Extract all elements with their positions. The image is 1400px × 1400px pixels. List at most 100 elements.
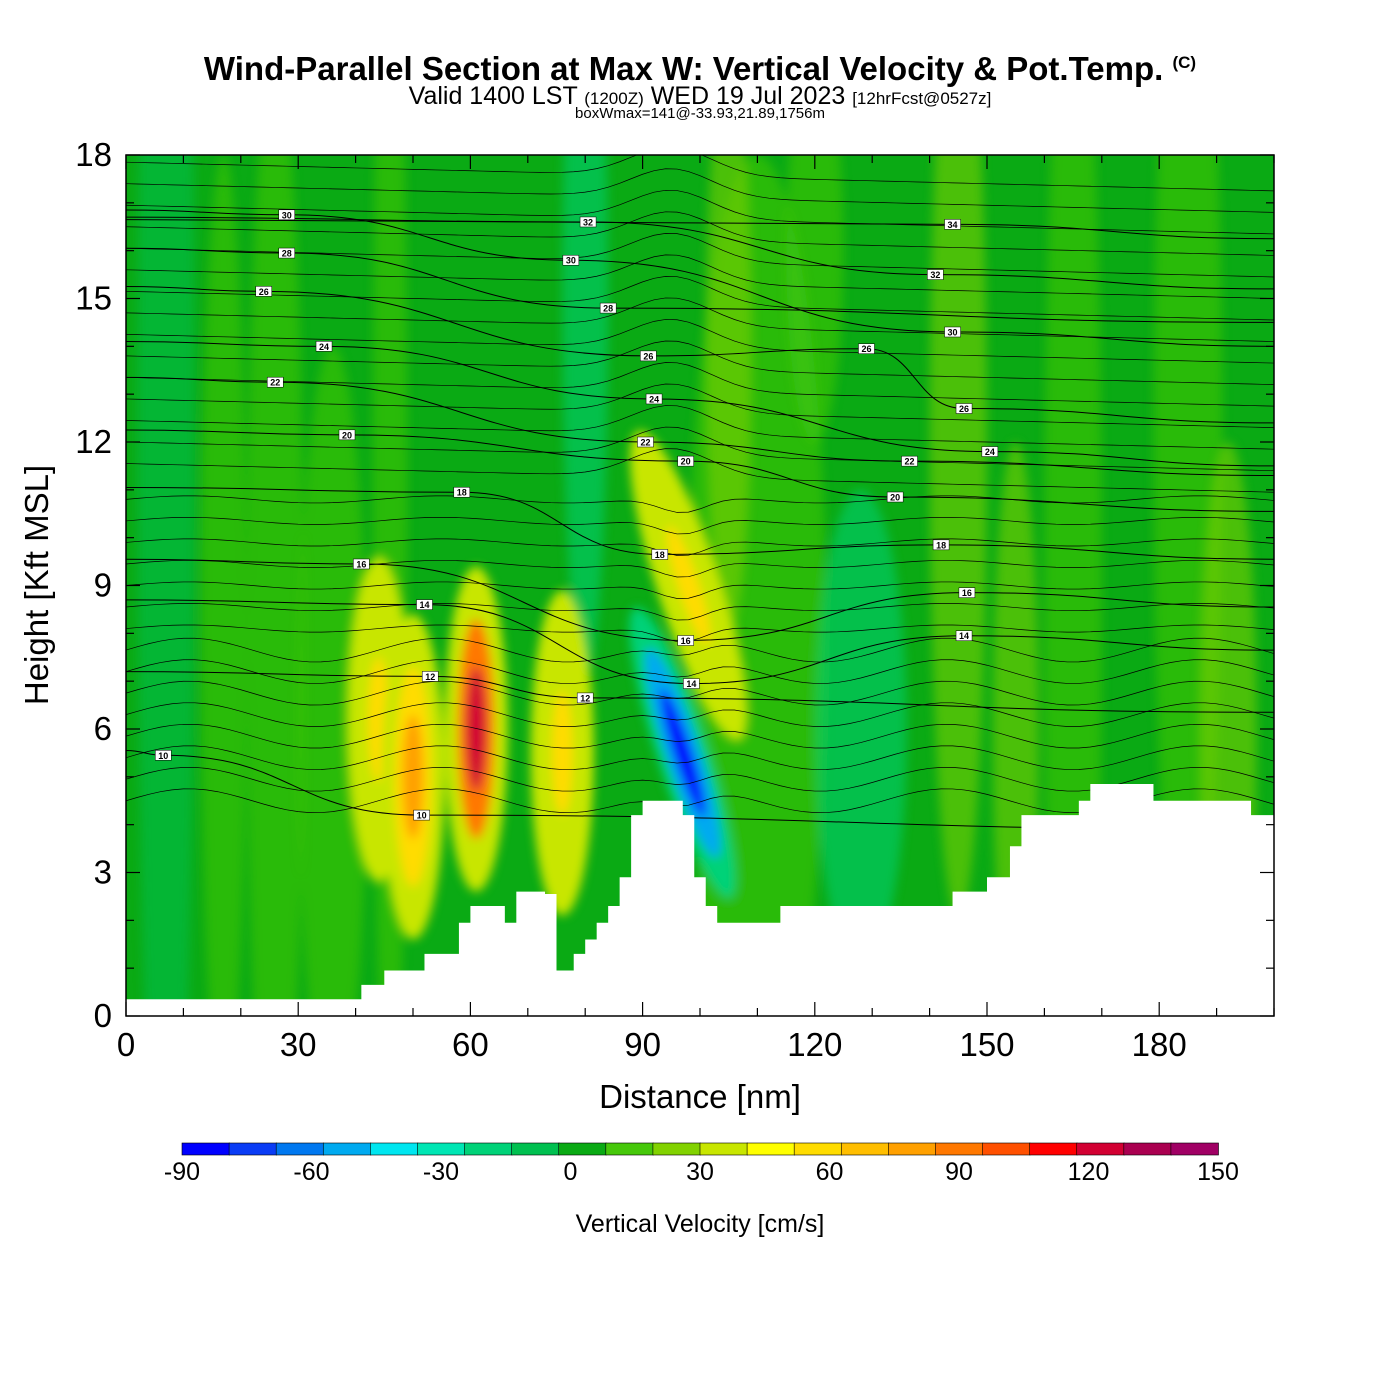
colorbar-swatch xyxy=(1170,1142,1219,1156)
theta-contour-label: 16 xyxy=(353,558,370,569)
svg-text:34: 34 xyxy=(948,220,958,230)
svg-text:12: 12 xyxy=(580,693,590,703)
terrain xyxy=(126,784,1274,1016)
chart-title-text: Wind-Parallel Section at Max W: Vertical… xyxy=(203,50,1164,87)
svg-text:28: 28 xyxy=(603,304,613,314)
theta-contour-label: 34 xyxy=(944,219,961,230)
theta-contour-label: 32 xyxy=(927,269,944,280)
y-tick-label: 12 xyxy=(75,423,112,460)
x-tick-label: 30 xyxy=(280,1026,317,1063)
theta-contour-label: 18 xyxy=(651,549,669,560)
colorbar-swatch xyxy=(1123,1142,1172,1156)
theta-contour-line xyxy=(126,723,1274,749)
colorbar-swatch xyxy=(181,1142,230,1156)
updraft-core xyxy=(551,690,573,816)
theta-contour-label: 14 xyxy=(416,599,433,610)
svg-text:18: 18 xyxy=(457,488,467,498)
theta-contour-label: 28 xyxy=(599,302,617,314)
field-patch xyxy=(562,155,609,681)
theta-contour-line xyxy=(126,209,1274,347)
box-wmax-info: boxWmax=141@-33.93,21.89,1756m xyxy=(575,105,825,122)
theta-contour-line xyxy=(126,247,1274,323)
svg-text:24: 24 xyxy=(985,447,995,457)
x-tick-label: 60 xyxy=(452,1026,489,1063)
colorbar-tick-label: -60 xyxy=(293,1158,329,1186)
theta-contour-line xyxy=(126,286,1274,424)
svg-text:20: 20 xyxy=(681,457,691,467)
colorbar-swatch xyxy=(840,1142,890,1156)
theta-contour-line xyxy=(126,297,1274,342)
theta-contour-line xyxy=(126,189,1274,235)
field-patch xyxy=(137,155,195,1016)
theta-contour-line xyxy=(126,680,1274,706)
theta-contour-line xyxy=(126,448,1274,493)
theta-contour-line xyxy=(126,254,1274,299)
svg-text:28: 28 xyxy=(282,249,292,259)
updraft-core xyxy=(402,714,424,839)
theta-contour-line xyxy=(126,155,1274,192)
colorbar-tick-label: 60 xyxy=(816,1158,844,1186)
theta-contour-label: 14 xyxy=(683,678,700,689)
field-patch xyxy=(246,155,304,1016)
svg-text:22: 22 xyxy=(905,457,915,467)
svg-text:22: 22 xyxy=(270,378,280,388)
colorbar-tick-label: -30 xyxy=(423,1158,459,1186)
updraft-core xyxy=(666,526,711,645)
colorbar-tick-label: 90 xyxy=(945,1158,973,1186)
theta-contour-label: 24 xyxy=(315,341,333,352)
theta-contour-label: 14 xyxy=(955,630,973,641)
velocity-field xyxy=(137,155,1257,1016)
theta-contour-line xyxy=(126,405,1274,450)
colorbar-swatch xyxy=(1029,1142,1078,1156)
colorbar-tick-label: 30 xyxy=(686,1158,714,1186)
theta-contour-label: 16 xyxy=(958,587,976,598)
valid-time: Valid 1400 LST xyxy=(408,82,578,110)
theta-contour-label: 22 xyxy=(637,436,654,448)
theta-contour-line xyxy=(126,538,1274,556)
theta-contour-line xyxy=(126,603,1274,621)
field-patch xyxy=(814,490,907,968)
field-patch xyxy=(200,155,247,1016)
colorbar-swatch xyxy=(511,1142,560,1156)
x-axis-title: Distance [nm] xyxy=(599,1078,801,1115)
svg-text:16: 16 xyxy=(356,559,366,569)
theta-contour-line xyxy=(126,168,1274,213)
chart-title: Wind-Parallel Section at Max W: Vertical… xyxy=(0,50,1400,88)
colorbar-tick-label: 0 xyxy=(564,1158,578,1186)
svg-text:14: 14 xyxy=(686,679,696,689)
theta-contour-label: 30 xyxy=(278,209,295,220)
colorbar-swatch xyxy=(982,1142,1031,1156)
field-patch xyxy=(705,155,752,634)
colorbar-swatch xyxy=(888,1142,937,1156)
theta-contour-label: 20 xyxy=(886,491,904,503)
svg-text:20: 20 xyxy=(342,430,352,440)
theta-contour-line xyxy=(126,517,1274,535)
theta-contour-line xyxy=(126,211,1274,256)
y-tick-label: 9 xyxy=(94,567,112,604)
theta-contour-label: 26 xyxy=(255,286,273,297)
svg-text:18: 18 xyxy=(936,540,946,550)
svg-text:18: 18 xyxy=(655,550,665,560)
colorbar-swatch xyxy=(275,1142,325,1156)
theta-contour-line xyxy=(126,637,1274,663)
svg-text:16: 16 xyxy=(681,636,691,646)
svg-text:16: 16 xyxy=(962,588,972,598)
svg-text:24: 24 xyxy=(319,342,329,352)
y-axis-title: Height [Kft MSL] xyxy=(18,465,55,705)
theta-contour-label: 10 xyxy=(413,809,430,821)
x-tick-label: 90 xyxy=(624,1026,661,1063)
theta-contour-line xyxy=(126,276,1274,321)
colorbar-title: Vertical Velocity [cm/s] xyxy=(576,1210,825,1238)
svg-text:26: 26 xyxy=(959,404,969,414)
theta-contour-label: 20 xyxy=(677,455,694,467)
valid-zulu: (1200Z) xyxy=(584,89,644,108)
colorbar-swatch xyxy=(793,1142,843,1156)
svg-text:12: 12 xyxy=(425,672,435,682)
colorbar-swatch xyxy=(605,1142,654,1156)
svg-text:14: 14 xyxy=(959,631,969,641)
theta-contour-line xyxy=(126,319,1274,364)
theta-contour-label: 24 xyxy=(981,446,999,457)
x-axis: 0 30 60 90 120 150 180 xyxy=(117,155,1275,1063)
svg-text:26: 26 xyxy=(259,287,269,297)
